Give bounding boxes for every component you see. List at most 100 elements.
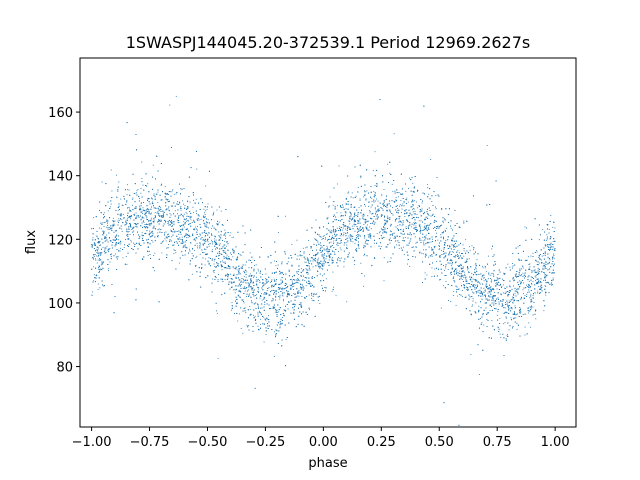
data-point [525,284,527,286]
data-point [452,251,454,253]
data-point [151,222,153,224]
data-point [227,249,228,251]
data-point [180,224,182,226]
data-point [542,264,544,266]
data-point [180,233,182,235]
data-point [476,273,478,275]
data-point [444,269,445,271]
data-point [331,231,333,233]
data-point [552,240,554,242]
data-point [109,261,111,263]
data-point [239,285,241,287]
data-point [268,315,269,317]
data-point [359,227,361,229]
data-point [353,221,355,223]
data-point [351,225,353,227]
data-point [112,225,114,227]
data-point [126,200,128,202]
data-point [308,294,310,296]
data-point [206,209,208,211]
data-point [212,278,214,280]
data-point [261,299,263,301]
data-point [302,247,304,249]
data-point [177,238,178,240]
data-point [502,284,504,286]
data-point [369,210,371,212]
data-point [526,293,528,295]
data-point [409,265,411,267]
data-point [418,224,420,226]
data-point [387,163,389,165]
data-point [529,266,531,268]
data-point [109,206,111,208]
data-point [529,263,531,265]
data-point [374,192,376,194]
data-point [130,218,132,220]
data-point [345,228,347,230]
data-point [367,229,368,231]
data-point [118,218,120,220]
data-point [516,328,518,330]
data-point [217,220,219,222]
data-point [365,241,367,242]
data-point [508,329,510,331]
data-point [339,258,341,260]
data-points [91,95,556,426]
data-point [529,297,531,299]
data-point [258,307,259,309]
data-point [465,276,467,278]
data-point [195,257,197,258]
data-point [319,226,321,228]
data-point [463,277,465,279]
data-point [466,282,468,284]
data-point [436,261,438,263]
data-point [238,279,240,281]
data-point [322,261,324,263]
data-point [100,228,102,230]
data-point [492,287,494,289]
data-point [486,144,488,146]
data-point [344,211,346,213]
data-point [513,280,515,282]
data-point [206,224,208,226]
data-point [293,311,295,313]
data-point [349,216,351,218]
data-point [473,279,475,281]
data-point [216,310,217,312]
data-point [437,225,439,227]
data-point [126,263,128,265]
data-point [221,231,222,233]
data-point [135,226,137,228]
data-point [177,201,178,203]
data-point [132,197,134,199]
data-point [101,181,103,183]
data-point [140,203,142,204]
data-point [274,331,275,333]
data-point [438,248,440,250]
data-point [127,218,128,220]
data-point [332,245,333,246]
data-point [292,286,293,288]
data-point [422,240,424,242]
data-point [512,302,514,303]
data-point [257,268,259,270]
data-point [445,227,447,229]
data-point [375,200,377,202]
data-point [142,207,144,209]
data-point [311,299,313,301]
data-point [482,265,484,267]
data-point [500,294,502,296]
data-point [276,312,278,314]
data-point [166,247,168,249]
data-point [316,254,317,256]
data-point [406,212,407,214]
data-point [435,232,437,234]
data-point [512,263,514,264]
data-point [464,273,466,275]
data-point [447,258,449,260]
data-point [422,253,424,255]
data-point [354,242,356,244]
data-point [325,262,327,263]
data-point [322,268,324,270]
data-point [265,293,267,295]
